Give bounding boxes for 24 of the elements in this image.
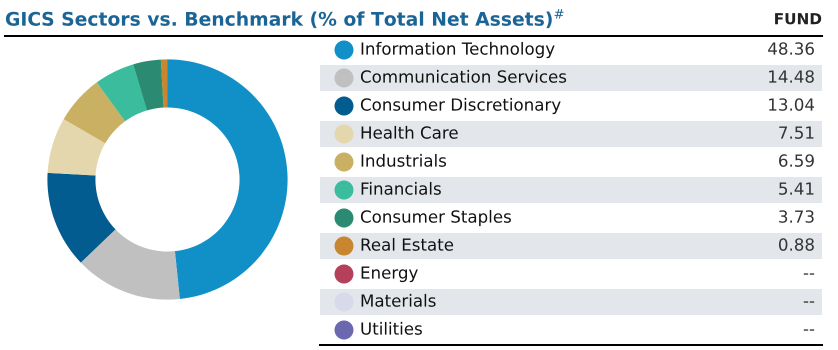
data-label: 0.88 (778, 238, 814, 251)
legend-label: Health Care (362, 126, 458, 139)
data-label: 48.36 (768, 42, 814, 55)
legend-label: Utilities (361, 322, 422, 335)
legend-label: Industrials (362, 154, 446, 167)
data-label: 13.04 (769, 98, 814, 111)
legend-label: Communication Services (360, 70, 566, 83)
data-label: 14.48 (769, 70, 814, 83)
legend-title: FUND (775, 13, 822, 24)
data-label: 6.59 (779, 154, 814, 167)
data-label: 7.51 (779, 126, 814, 139)
text: -- (804, 329, 814, 331)
legend-label: Real Estate (362, 238, 454, 251)
data-label: 5.41 (779, 182, 814, 195)
data-label: 3.73 (779, 210, 814, 223)
legend-label: Materials (362, 294, 436, 307)
text: -- (804, 273, 814, 275)
legend-label: Energy (362, 266, 418, 282)
text: -- (804, 301, 814, 303)
chart-title: GICS Sectors vs. Benchmark (% of Total Net Assets)$^{#}$ (6, 9, 564, 28)
legend-label: Financials (362, 182, 441, 195)
legend-label: Consumer Discretionary (360, 98, 561, 114)
legend-label: Consumer Staples (360, 210, 511, 226)
legend-label: Information Technology (362, 42, 555, 58)
